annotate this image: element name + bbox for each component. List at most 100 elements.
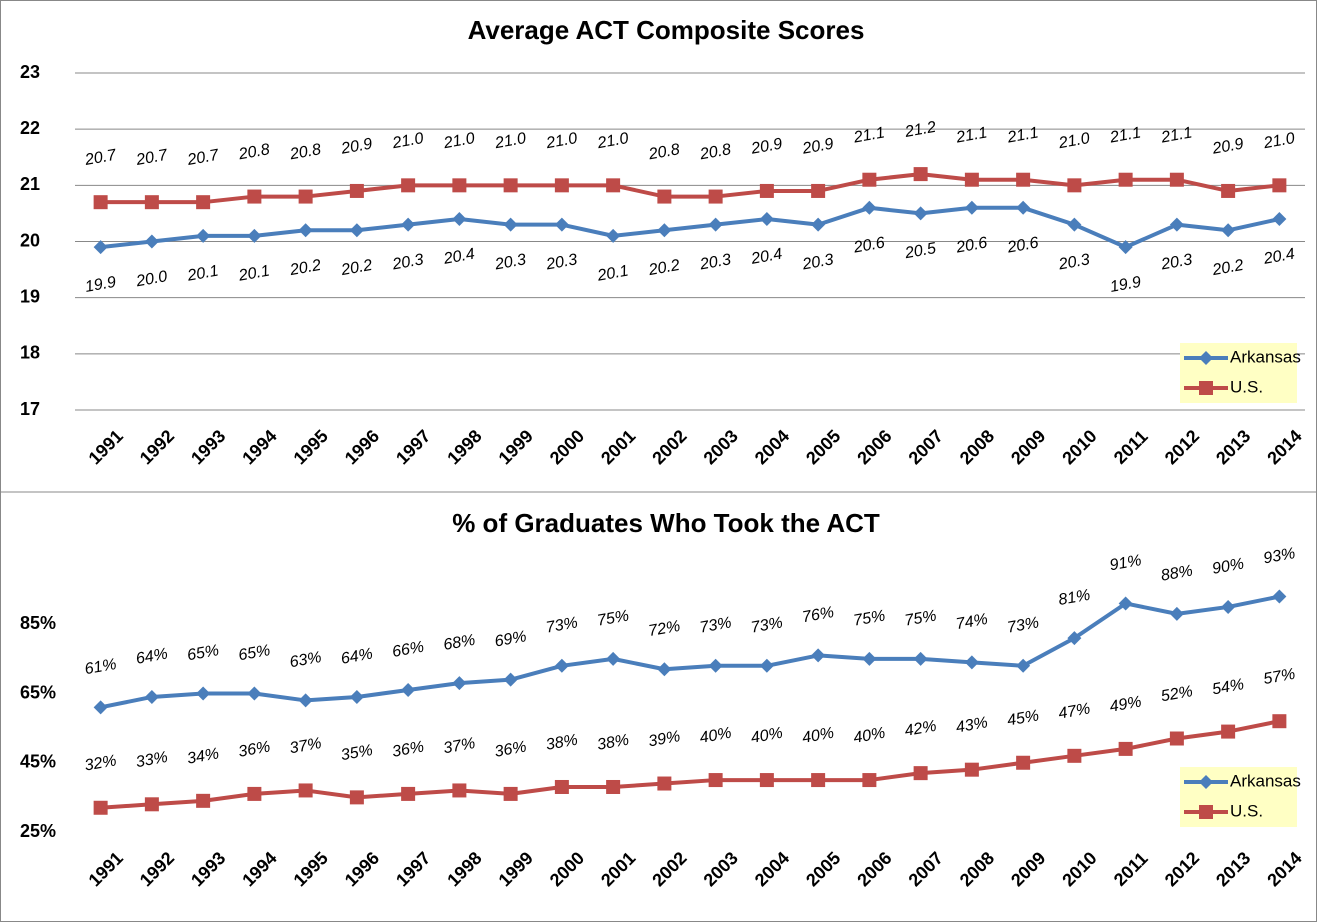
x-tick-label: 2004 [751, 848, 793, 890]
data-label: 20.8 [647, 141, 682, 163]
x-tick-label: 2008 [956, 848, 998, 890]
x-tick-label: 1996 [341, 848, 383, 890]
x-tick-label: 2012 [1161, 848, 1203, 890]
data-label: 36% [237, 738, 271, 760]
data-label: 20.2 [1210, 257, 1245, 279]
marker [811, 648, 826, 663]
x-tick-label: 2009 [1007, 848, 1049, 890]
data-label: 20.3 [1159, 251, 1194, 273]
x-tick-label: 1994 [238, 848, 280, 890]
data-label: 38% [596, 732, 630, 754]
data-label: 65% [186, 642, 220, 664]
x-tick-label: 1999 [495, 426, 537, 468]
data-label: 93% [1262, 545, 1296, 567]
marker [298, 223, 313, 238]
x-tick-label: 1996 [341, 426, 383, 468]
marker [862, 172, 877, 187]
marker [554, 178, 569, 193]
x-tick-label: 1998 [443, 426, 485, 468]
data-label: 20.8 [288, 141, 323, 163]
x-tick-label: 1995 [290, 848, 332, 890]
data-label: 49% [1108, 693, 1142, 715]
marker [1118, 240, 1133, 255]
marker [554, 217, 569, 232]
data-label: 90% [1211, 556, 1245, 578]
x-tick-label: 1997 [392, 426, 434, 468]
data-label: 75% [852, 607, 886, 629]
data-label: 20.6 [1005, 234, 1040, 256]
marker [452, 178, 467, 193]
data-label: 20.4 [749, 246, 784, 268]
data-label: 65% [237, 642, 271, 664]
data-label: 20.5 [903, 240, 938, 262]
data-label: 20.9 [800, 136, 835, 158]
data-label: 34% [186, 745, 220, 767]
x-tick-label: 1999 [495, 848, 537, 890]
marker [298, 783, 313, 798]
x-tick-label: 2014 [1263, 426, 1305, 468]
marker [1067, 748, 1082, 763]
series-line [100, 172, 1280, 205]
data-label: 91% [1108, 552, 1142, 574]
x-tick-label: 2001 [597, 426, 639, 468]
series-line [100, 205, 1280, 250]
x-tick-label: 2004 [751, 426, 793, 468]
data-label: 52% [1160, 683, 1194, 705]
marker [1118, 741, 1133, 756]
marker [913, 766, 928, 781]
y-tick-label: 85% [20, 613, 56, 633]
data-label: 43% [955, 714, 989, 736]
chart-title: % of Graduates Who Took the ACT [452, 508, 880, 538]
y-tick-label: 22 [20, 118, 40, 138]
x-tick-label: 2000 [546, 848, 588, 890]
marker [1016, 200, 1031, 215]
data-label: 20.7 [185, 147, 221, 170]
data-label: 20.8 [698, 141, 733, 163]
x-tick-label: 1991 [85, 426, 127, 468]
x-tick-label: 2003 [700, 426, 742, 468]
y-tick-label: 45% [20, 752, 56, 772]
marker [1067, 631, 1082, 646]
marker [1169, 172, 1184, 187]
marker [554, 658, 569, 673]
x-tick-label: 2010 [1058, 848, 1100, 890]
marker [196, 228, 211, 243]
data-label: 45% [1006, 707, 1040, 729]
x-tick-label: 2007 [905, 848, 947, 890]
data-label: 73% [750, 614, 784, 636]
marker [1169, 606, 1184, 621]
data-label: 64% [135, 646, 169, 668]
x-tick-label: 1993 [187, 848, 229, 890]
data-label: 20.1 [237, 263, 272, 285]
data-label: 39% [647, 728, 681, 750]
marker [759, 773, 774, 788]
marker [1169, 217, 1184, 232]
data-label: 81% [1057, 587, 1091, 609]
x-tick-label: 2006 [853, 426, 895, 468]
marker [759, 658, 774, 673]
marker [708, 658, 723, 673]
data-label: 36% [391, 738, 425, 760]
x-tick-label: 1998 [443, 848, 485, 890]
marker [196, 793, 211, 808]
marker [862, 773, 877, 788]
data-label: 73% [545, 614, 579, 636]
marker [144, 234, 159, 249]
y-tick-label: 65% [20, 682, 56, 702]
x-tick-label: 2011 [1110, 848, 1152, 890]
marker [708, 217, 723, 232]
marker [1118, 596, 1133, 611]
marker [1221, 724, 1236, 739]
marker [1272, 178, 1287, 193]
marker [144, 689, 159, 704]
x-tick-label: 2010 [1058, 426, 1100, 468]
marker [401, 178, 416, 193]
x-tick-label: 1992 [136, 848, 178, 890]
data-label: 20.1 [595, 263, 630, 285]
x-tick-label: 1991 [85, 848, 127, 890]
data-label: 20.9 [1210, 136, 1245, 158]
data-label: 73% [1006, 614, 1040, 636]
data-label: 40% [698, 725, 732, 747]
marker [196, 195, 211, 210]
x-tick-label: 2014 [1263, 848, 1305, 890]
